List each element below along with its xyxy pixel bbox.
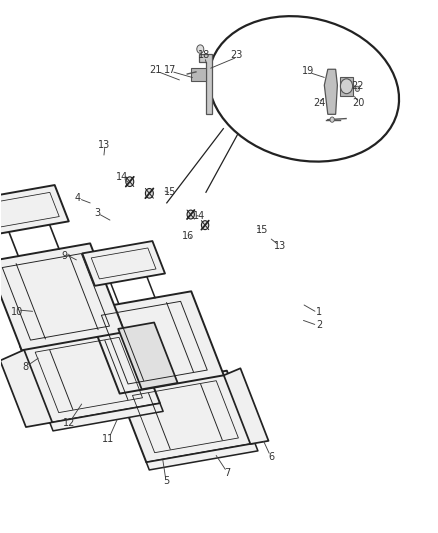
Text: 10: 10	[11, 306, 23, 317]
Polygon shape	[118, 322, 178, 389]
Text: 23: 23	[230, 51, 243, 60]
Text: 22: 22	[351, 81, 364, 91]
Text: 7: 7	[225, 469, 231, 478]
Text: 18: 18	[198, 51, 210, 60]
Text: 13: 13	[98, 140, 110, 150]
Polygon shape	[324, 69, 337, 114]
Circle shape	[355, 86, 360, 92]
Circle shape	[330, 117, 334, 122]
Circle shape	[145, 189, 153, 198]
Polygon shape	[87, 292, 224, 393]
Polygon shape	[191, 68, 206, 81]
Text: 3: 3	[94, 208, 100, 219]
Text: 24: 24	[313, 98, 325, 108]
Text: 17: 17	[164, 66, 177, 75]
Text: 16: 16	[182, 231, 194, 241]
Circle shape	[187, 210, 194, 219]
Text: 13: 13	[274, 241, 286, 252]
Text: 14: 14	[116, 172, 128, 182]
Circle shape	[197, 45, 204, 53]
Polygon shape	[50, 403, 163, 431]
Circle shape	[201, 221, 209, 230]
Text: 21: 21	[150, 66, 162, 75]
Text: 6: 6	[268, 453, 274, 463]
Polygon shape	[0, 350, 52, 427]
Text: 4: 4	[74, 192, 81, 203]
Polygon shape	[0, 244, 124, 350]
Text: 9: 9	[61, 251, 67, 261]
Text: 15: 15	[256, 225, 268, 236]
Text: 5: 5	[164, 477, 170, 486]
Text: 14: 14	[193, 211, 205, 221]
Ellipse shape	[208, 16, 399, 161]
Text: 1: 1	[316, 306, 322, 317]
Text: 11: 11	[102, 434, 114, 444]
Text: 19: 19	[302, 67, 314, 76]
Polygon shape	[224, 368, 268, 444]
Polygon shape	[20, 327, 160, 423]
Text: 20: 20	[352, 98, 364, 108]
Polygon shape	[82, 241, 165, 286]
Circle shape	[340, 79, 353, 94]
Polygon shape	[146, 443, 258, 470]
Text: 12: 12	[63, 418, 75, 428]
Text: 15: 15	[164, 187, 177, 197]
Circle shape	[126, 177, 134, 187]
Polygon shape	[340, 77, 353, 96]
Text: 8: 8	[22, 362, 28, 372]
Polygon shape	[118, 370, 255, 462]
Polygon shape	[0, 185, 69, 235]
Polygon shape	[198, 54, 212, 114]
Text: 2: 2	[316, 320, 322, 330]
